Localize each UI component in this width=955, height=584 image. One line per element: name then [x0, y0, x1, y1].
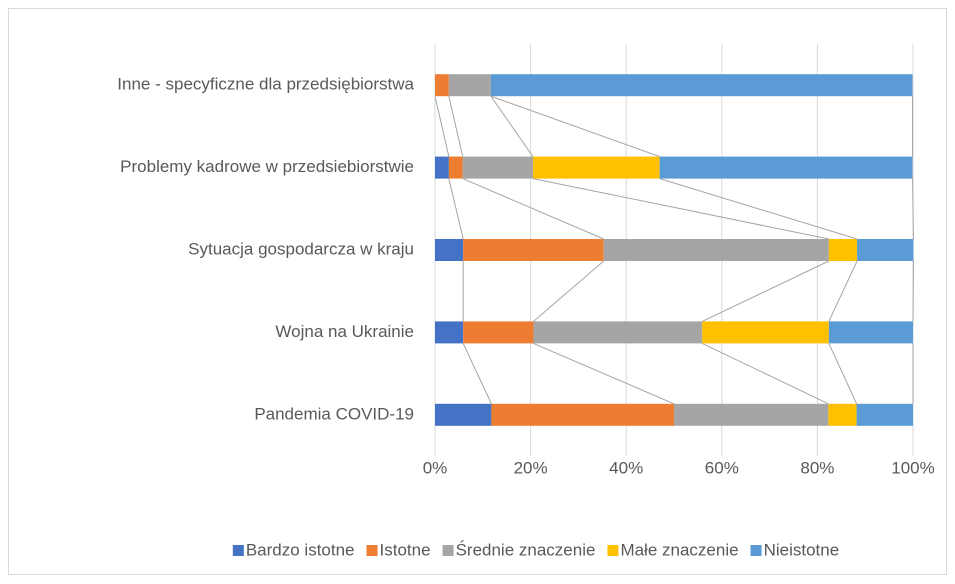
bar-segment: [463, 239, 604, 261]
y-tick-label: Wojna na Ukrainie: [275, 322, 414, 341]
series-line: [828, 260, 858, 322]
legend-label: Średnie znaczenie: [456, 540, 596, 559]
x-tick-label: 100%: [891, 458, 934, 477]
series-line: [701, 342, 829, 405]
series-line: [659, 178, 858, 240]
y-tick-label: Pandemia COVID-19: [254, 404, 414, 423]
bar-segment: [448, 156, 463, 179]
series-line: [532, 178, 829, 240]
y-tick-label: Inne - specyficzne dla przedsiębiorstwa: [117, 75, 414, 94]
bar-segment: [828, 239, 858, 261]
chart-border: [8, 8, 947, 575]
x-tick-label: 40%: [609, 458, 643, 477]
legend-swatch: [607, 545, 619, 556]
series-line: [533, 260, 605, 322]
bar-segment: [435, 321, 464, 344]
x-tick-label: 0%: [423, 458, 448, 477]
y-tick-label: Sytuacja gospodarcza w kraju: [188, 239, 414, 258]
bar-segment: [533, 321, 703, 344]
series-line: [434, 96, 450, 157]
x-tick-label: 80%: [800, 458, 834, 477]
bar-segment: [435, 156, 449, 179]
series-line: [448, 178, 464, 240]
series-line: [490, 95, 660, 158]
bar-segment: [828, 321, 913, 344]
series-line: [912, 178, 914, 240]
bar-segment: [702, 321, 829, 344]
legend-label: Małe znaczenie: [620, 540, 738, 559]
bar-segment: [603, 239, 829, 261]
series-line: [701, 260, 830, 322]
y-tick-label: Problemy kadrowe w przedsiebiorstwie: [120, 157, 414, 176]
bar-segment: [448, 74, 491, 97]
legend-label: Istotne: [380, 540, 431, 559]
bar-segment: [435, 74, 449, 97]
series-line: [533, 342, 675, 405]
bar-segment: [659, 156, 913, 179]
bar-segment: [857, 239, 914, 261]
bar-segment: [462, 156, 533, 179]
legend-swatch: [232, 545, 244, 556]
legend-label: Nieistotne: [764, 540, 840, 559]
legend-label: Bardzo istotne: [246, 540, 355, 559]
bar-segment: [828, 403, 857, 426]
legend-swatch: [442, 545, 454, 556]
series-line: [490, 95, 534, 157]
legend-swatch: [750, 545, 762, 556]
series-line: [828, 343, 858, 405]
bar-segment: [463, 321, 534, 344]
series-line: [462, 178, 604, 240]
bar-segment: [435, 403, 492, 426]
bar-segment: [435, 239, 464, 261]
bar-segment: [491, 403, 674, 426]
bar-segment: [532, 156, 660, 179]
series-line: [448, 96, 464, 157]
bar-segment: [490, 74, 913, 97]
bar-segment: [856, 403, 913, 426]
x-tick-label: 60%: [705, 458, 739, 477]
legend-swatch: [366, 545, 378, 556]
bar-segment: [674, 403, 829, 426]
x-tick-label: 20%: [514, 458, 548, 477]
series-line: [462, 343, 492, 405]
